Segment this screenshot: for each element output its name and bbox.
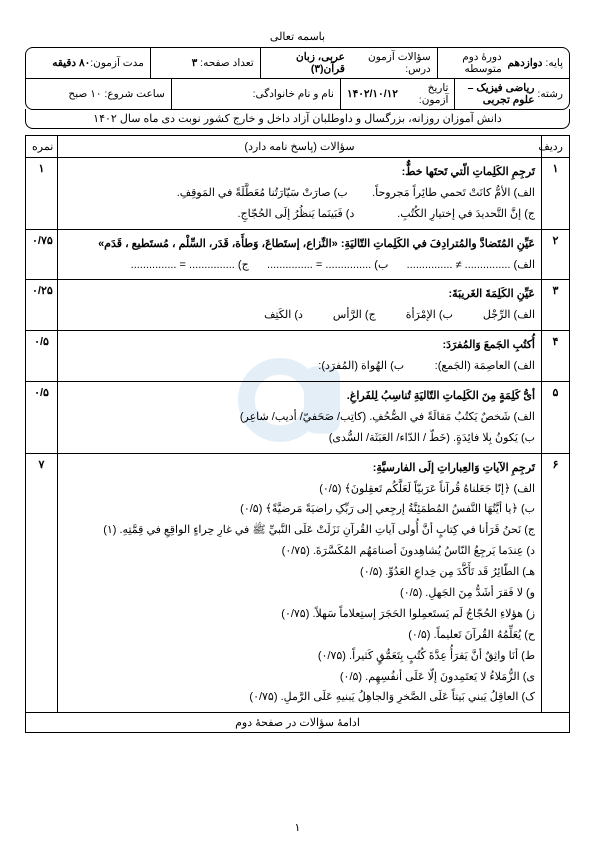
- hdr-start: ساعت شروع: ۱۰ صبح: [26, 79, 171, 109]
- question-body: أیُّ کَلِمَةٍ مِنَ الکَلِماتِ التّالیَةِ…: [58, 382, 542, 454]
- row-score: ۱: [26, 158, 58, 230]
- question-row: ۱تَرجِمِ الکَلِماتِ الّتي تَحتَها خطٌّ:ا…: [26, 158, 570, 230]
- question-body: تَرجِمِ الآیاتِ وَالعِباراتِ إلَی الفارس…: [58, 453, 542, 713]
- question-row: ۴أُکتُبِ الجَمعَ وَالمُفرَدَ:الف) العاصِ…: [26, 331, 570, 382]
- header-box: پایه: دوازدهم دورهٔ دوم متوسطه سؤالات آز…: [25, 47, 570, 110]
- question-table: ردیف سؤالات (پاسخ نامه دارد) نمره ۱تَرجِ…: [25, 135, 570, 713]
- top-title: باسمه تعالی: [25, 30, 570, 43]
- question-body: عَیِّنِ المُتَضادَّ والمُترادِفَ في الکَ…: [58, 229, 542, 280]
- hdr-date: تاریخ آزمون: ۱۴۰۲/۱۰/۱۲: [340, 79, 455, 109]
- hdr-pages: تعداد صفحه: ۳: [150, 48, 260, 78]
- row-score: ۰/۷۵: [26, 229, 58, 280]
- footer-note: ادامهٔ سؤالات در صفحهٔ دوم: [25, 713, 570, 733]
- question-row: ۶تَرجِمِ الآیاتِ وَالعِباراتِ إلَی الفار…: [26, 453, 570, 713]
- col-score: نمره: [26, 136, 58, 158]
- page-number: ۱: [295, 821, 301, 834]
- col-row: ردیف: [542, 136, 570, 158]
- row-score: ۰/۲۵: [26, 280, 58, 331]
- row-number: ۱: [542, 158, 570, 230]
- question-row: ۳عَیِّنِ الکَلِمَةَ الغَريبَةَ:الف) الرِ…: [26, 280, 570, 331]
- row-number: ۶: [542, 453, 570, 713]
- question-row: ۲عَیِّنِ المُتَضادَّ والمُترادِفَ في الک…: [26, 229, 570, 280]
- hdr-grade: پایه: دوازدهم دورهٔ دوم متوسطه: [437, 48, 569, 78]
- row-number: ۲: [542, 229, 570, 280]
- row-score: ۷: [26, 453, 58, 713]
- hdr-subject: سؤالات آزمون درس: عربی، زبان قرآن(۳): [260, 48, 437, 78]
- question-body: عَیِّنِ الکَلِمَةَ الغَريبَةَ:الف) الرِّ…: [58, 280, 542, 331]
- row-number: ۴: [542, 331, 570, 382]
- row-score: ۰/۵: [26, 382, 58, 454]
- row-number: ۵: [542, 382, 570, 454]
- row-score: ۰/۵: [26, 331, 58, 382]
- col-body: سؤالات (پاسخ نامه دارد): [58, 136, 542, 158]
- question-row: ۵أیُّ کَلِمَةٍ مِنَ الکَلِماتِ التّالیَة…: [26, 382, 570, 454]
- hdr-name: نام و نام خانوادگی:: [171, 79, 340, 109]
- question-body: تَرجِمِ الکَلِماتِ الّتي تَحتَها خطٌّ:ال…: [58, 158, 542, 230]
- hdr-field: رشته: ریاضی فیزیک – علوم تجربی: [454, 79, 569, 109]
- row-number: ۳: [542, 280, 570, 331]
- hdr-duration: مدت آزمون: ۸۰ دقیقه: [26, 48, 150, 78]
- banner: دانش آموزان روزانه، بزرگسال و داوطلبان آ…: [25, 109, 570, 129]
- question-body: أُکتُبِ الجَمعَ وَالمُفرَدَ:الف) العاصِم…: [58, 331, 542, 382]
